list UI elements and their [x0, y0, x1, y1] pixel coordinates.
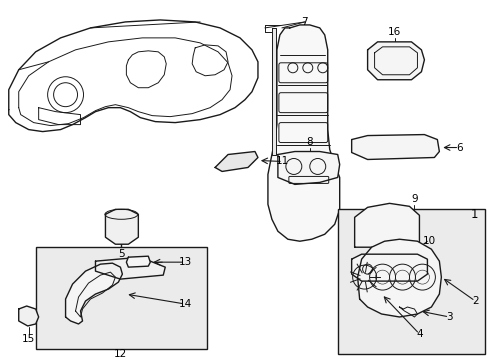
Polygon shape [105, 209, 138, 244]
Polygon shape [267, 25, 339, 241]
Polygon shape [357, 239, 441, 317]
Polygon shape [65, 263, 122, 324]
Polygon shape [271, 28, 275, 154]
Text: 8: 8 [306, 136, 312, 147]
Polygon shape [351, 254, 427, 281]
Text: 12: 12 [114, 349, 127, 359]
Text: 9: 9 [410, 194, 417, 204]
Polygon shape [351, 135, 439, 159]
Text: 16: 16 [387, 27, 400, 37]
Text: 15: 15 [22, 334, 35, 344]
Polygon shape [354, 203, 419, 247]
Bar [337, 209, 484, 354]
Text: 6: 6 [455, 143, 462, 153]
Text: 13: 13 [178, 257, 191, 267]
Text: 7: 7 [301, 17, 307, 27]
Polygon shape [95, 257, 165, 279]
Polygon shape [367, 42, 424, 80]
Text: 10: 10 [422, 236, 435, 246]
Text: 4: 4 [415, 329, 422, 339]
Polygon shape [277, 152, 339, 184]
Text: 1: 1 [469, 208, 477, 221]
Bar [36, 247, 207, 349]
Text: 11: 11 [276, 157, 289, 166]
Polygon shape [19, 306, 39, 326]
Text: 5: 5 [118, 249, 124, 259]
Text: 3: 3 [445, 312, 452, 322]
Polygon shape [126, 256, 150, 267]
Text: 2: 2 [471, 296, 478, 306]
Text: 14: 14 [178, 299, 191, 309]
Polygon shape [215, 152, 258, 171]
